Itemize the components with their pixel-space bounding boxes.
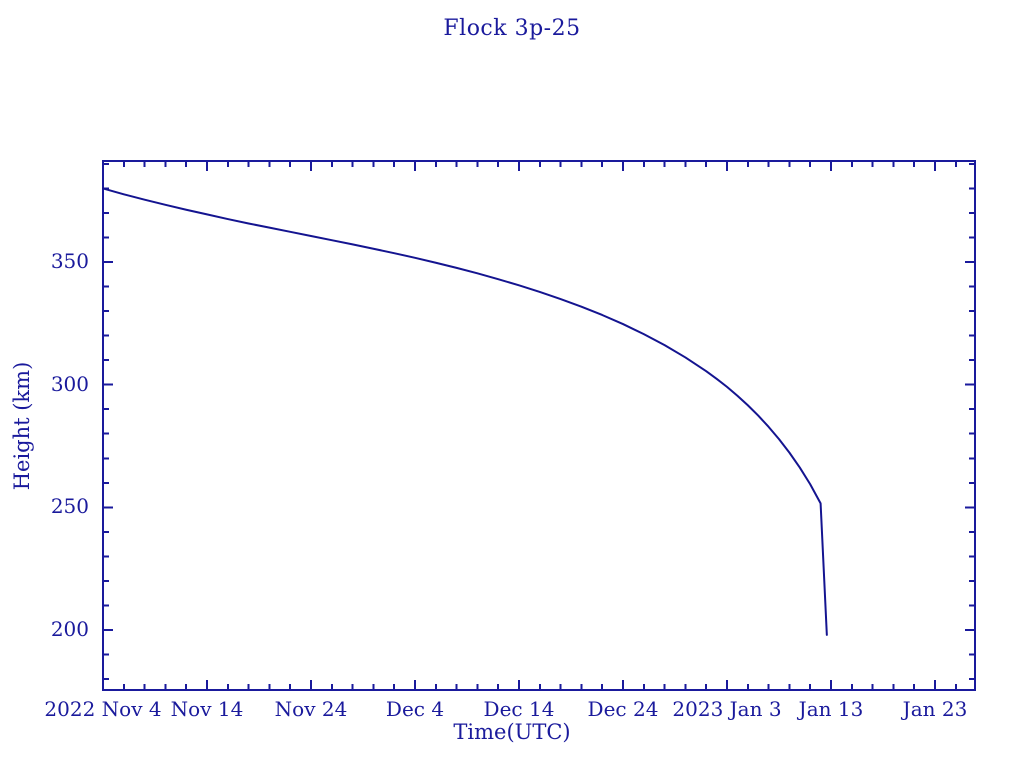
y-axis-title: Height (km)	[10, 361, 34, 491]
x-tick-label: 2022 Nov 4	[44, 697, 162, 721]
x-tick-label: Dec 14	[483, 697, 555, 721]
height-decay-line	[102, 187, 828, 636]
y-tick-label: 300	[50, 371, 89, 396]
plot-frame	[102, 160, 976, 691]
chart-title: Flock 3p-25	[443, 16, 581, 41]
y-tick-label: 200	[50, 617, 89, 641]
x-tick-label: Dec 24	[587, 697, 659, 721]
y-tick-label: 250	[50, 494, 89, 519]
axis-ticks	[102, 161, 975, 690]
x-tick-label: Jan 13	[798, 697, 864, 721]
x-tick-label: Nov 24	[274, 697, 348, 721]
data-series	[102, 187, 828, 636]
x-tick-label: 2023 Jan 3	[672, 697, 782, 721]
x-axis-title: Time(UTC)	[453, 720, 571, 744]
x-tick-label: Dec 4	[385, 697, 445, 721]
x-tick-label: Jan 23	[902, 697, 968, 721]
x-tick-label: Nov 14	[170, 697, 244, 721]
y-tick-label: 350	[50, 249, 89, 273]
